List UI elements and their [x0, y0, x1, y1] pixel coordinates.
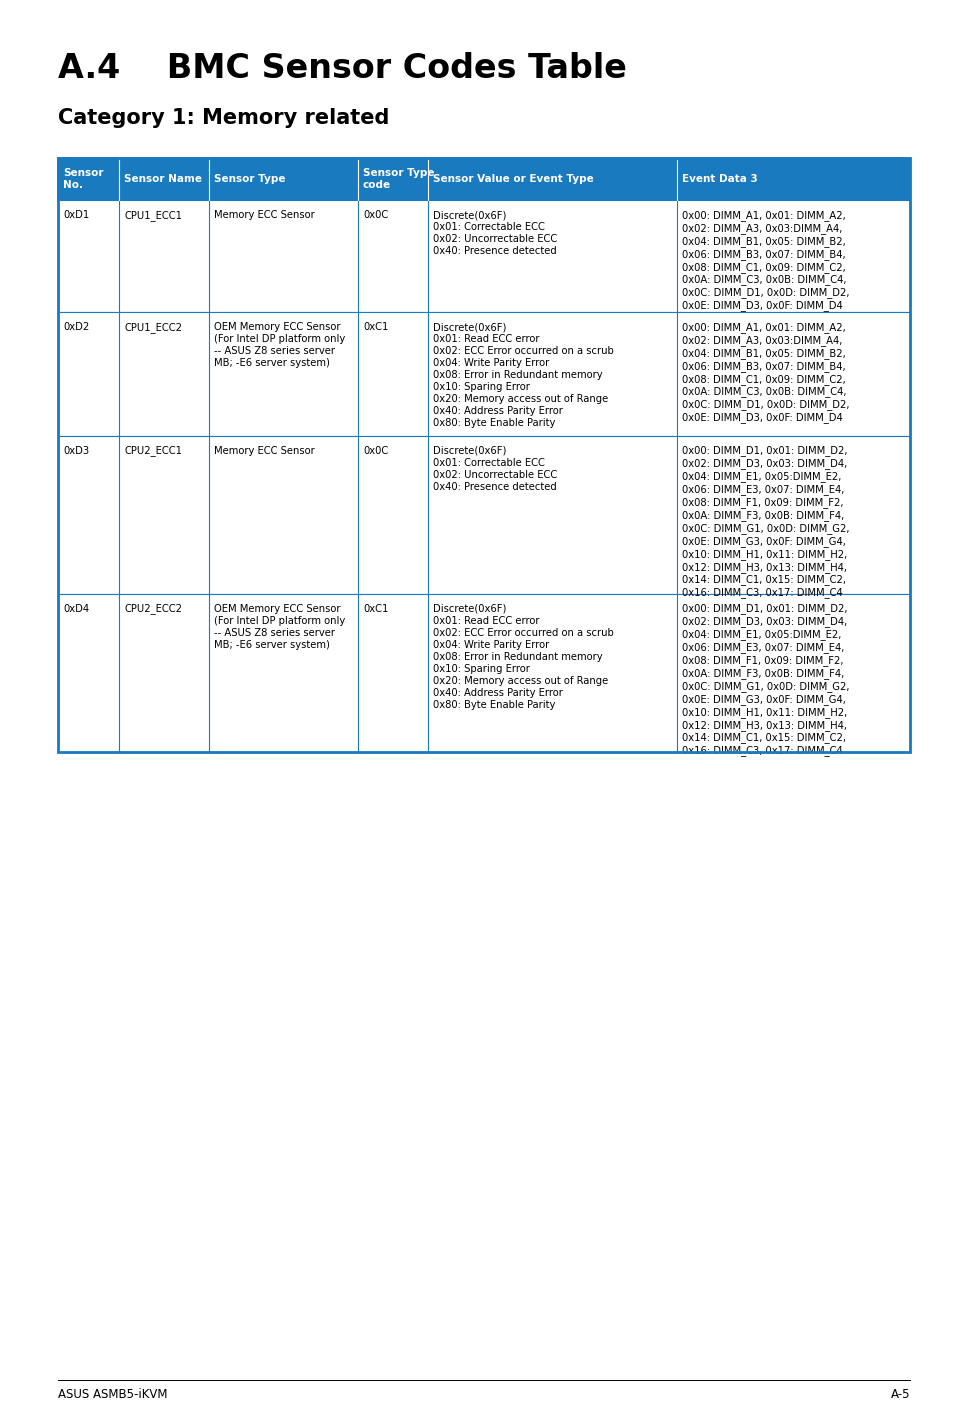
Text: 0x00: DIMM_D1, 0x01: DIMM_D2,
0x02: DIMM_D3, 0x03: DIMM_D4,
0x04: DIMM_E1, 0x05:: 0x00: DIMM_D1, 0x01: DIMM_D2, 0x02: DIMM…: [681, 604, 849, 756]
Text: CPU1_ECC2: CPU1_ECC2: [124, 322, 182, 333]
Text: Discrete(0x6F)
0x01: Read ECC error
0x02: ECC Error occurred on a scrub
0x04: Wr: Discrete(0x6F) 0x01: Read ECC error 0x02…: [433, 322, 613, 428]
Text: CPU2_ECC1: CPU2_ECC1: [124, 445, 182, 457]
Text: 0x0C: 0x0C: [362, 445, 388, 455]
Text: 0xD3: 0xD3: [63, 445, 89, 455]
Text: OEM Memory ECC Sensor
(For Intel DP platform only
-- ASUS Z8 series server
MB; -: OEM Memory ECC Sensor (For Intel DP plat…: [213, 322, 345, 369]
Bar: [58, 157, 909, 200]
Text: OEM Memory ECC Sensor
(For Intel DP platform only
-- ASUS Z8 series server
MB; -: OEM Memory ECC Sensor (For Intel DP plat…: [213, 604, 345, 649]
Text: CPU2_ECC2: CPU2_ECC2: [124, 604, 182, 614]
Text: Sensor Name: Sensor Name: [124, 174, 202, 184]
Text: Sensor Type: Sensor Type: [213, 174, 285, 184]
Text: Memory ECC Sensor: Memory ECC Sensor: [213, 210, 314, 220]
Text: 0xD2: 0xD2: [63, 322, 90, 332]
Text: Sensor
No.: Sensor No.: [63, 169, 103, 190]
Text: 0x00: DIMM_A1, 0x01: DIMM_A2,
0x02: DIMM_A3, 0x03:DIMM_A4,
0x04: DIMM_B1, 0x05: : 0x00: DIMM_A1, 0x01: DIMM_A2, 0x02: DIMM…: [681, 210, 849, 311]
Text: 0xC1: 0xC1: [362, 604, 388, 614]
Bar: [58, 157, 909, 752]
Bar: [58, 312, 909, 435]
Text: Discrete(0x6F)
0x01: Correctable ECC
0x02: Uncorrectable ECC
0x40: Presence dete: Discrete(0x6F) 0x01: Correctable ECC 0x0…: [433, 445, 557, 492]
Text: CPU1_ECC1: CPU1_ECC1: [124, 210, 182, 221]
Text: ASUS ASMB5-iKVM: ASUS ASMB5-iKVM: [58, 1388, 168, 1401]
Text: Memory ECC Sensor: Memory ECC Sensor: [213, 445, 314, 455]
Text: 0x0C: 0x0C: [362, 210, 388, 220]
Text: 0x00: DIMM_D1, 0x01: DIMM_D2,
0x02: DIMM_D3, 0x03: DIMM_D4,
0x04: DIMM_E1, 0x05:: 0x00: DIMM_D1, 0x01: DIMM_D2, 0x02: DIMM…: [681, 445, 849, 598]
Text: Event Data 3: Event Data 3: [681, 174, 758, 184]
Text: Category 1: Memory related: Category 1: Memory related: [58, 108, 389, 128]
Text: Sensor Type
code: Sensor Type code: [362, 169, 434, 190]
Text: Discrete(0x6F)
0x01: Read ECC error
0x02: ECC Error occurred on a scrub
0x04: Wr: Discrete(0x6F) 0x01: Read ECC error 0x02…: [433, 604, 613, 709]
Bar: [58, 200, 909, 312]
Text: 0x00: DIMM_A1, 0x01: DIMM_A2,
0x02: DIMM_A3, 0x03:DIMM_A4,
0x04: DIMM_B1, 0x05: : 0x00: DIMM_A1, 0x01: DIMM_A2, 0x02: DIMM…: [681, 322, 849, 423]
Bar: [58, 594, 909, 752]
Text: Sensor Value or Event Type: Sensor Value or Event Type: [433, 174, 593, 184]
Text: A.4    BMC Sensor Codes Table: A.4 BMC Sensor Codes Table: [58, 51, 626, 85]
Text: 0xD1: 0xD1: [63, 210, 90, 220]
Text: 0xD4: 0xD4: [63, 604, 89, 614]
Bar: [58, 435, 909, 594]
Text: A-5: A-5: [889, 1388, 909, 1401]
Text: Discrete(0x6F)
0x01: Correctable ECC
0x02: Uncorrectable ECC
0x40: Presence dete: Discrete(0x6F) 0x01: Correctable ECC 0x0…: [433, 210, 557, 257]
Text: 0xC1: 0xC1: [362, 322, 388, 332]
